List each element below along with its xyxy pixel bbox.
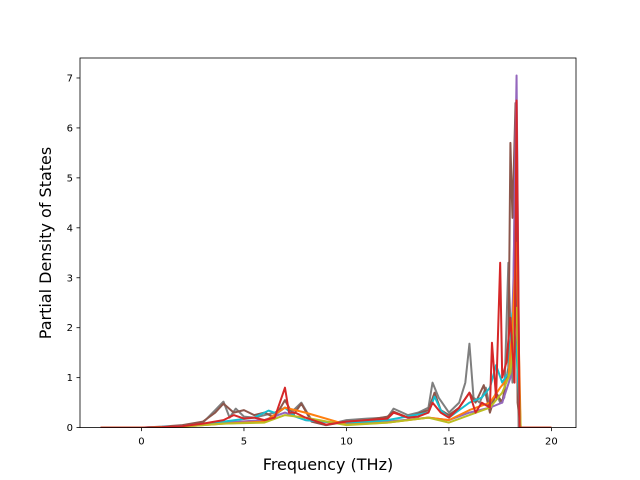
x-tick-label: 10 [340,437,353,448]
x-axis-ticks: 0 5 10 15 20 [138,427,558,448]
x-tick-label: 0 [138,437,144,448]
plot-frame [79,57,577,429]
x-tick-label: 15 [443,437,456,448]
y-tick-label: 6 [67,123,73,134]
y-tick-label: 4 [67,223,73,234]
y-axis-ticks: 0 1 2 3 4 5 6 7 [67,73,80,434]
x-tick-label: 20 [545,437,558,448]
y-axis-label: Partial Density of States [36,147,55,339]
pdos-series-6 [100,306,552,428]
x-tick-label: 5 [241,437,247,448]
y-tick-label: 0 [67,423,73,434]
y-tick-label: 5 [67,173,73,184]
pdos-series-7 [100,99,552,428]
y-tick-label: 1 [67,373,73,384]
y-tick-label: 3 [67,273,73,284]
series-layer [100,74,552,428]
y-tick-label: 2 [67,323,73,334]
y-tick-label: 7 [67,73,73,84]
x-axis-label: Frequency (THz) [263,455,393,474]
